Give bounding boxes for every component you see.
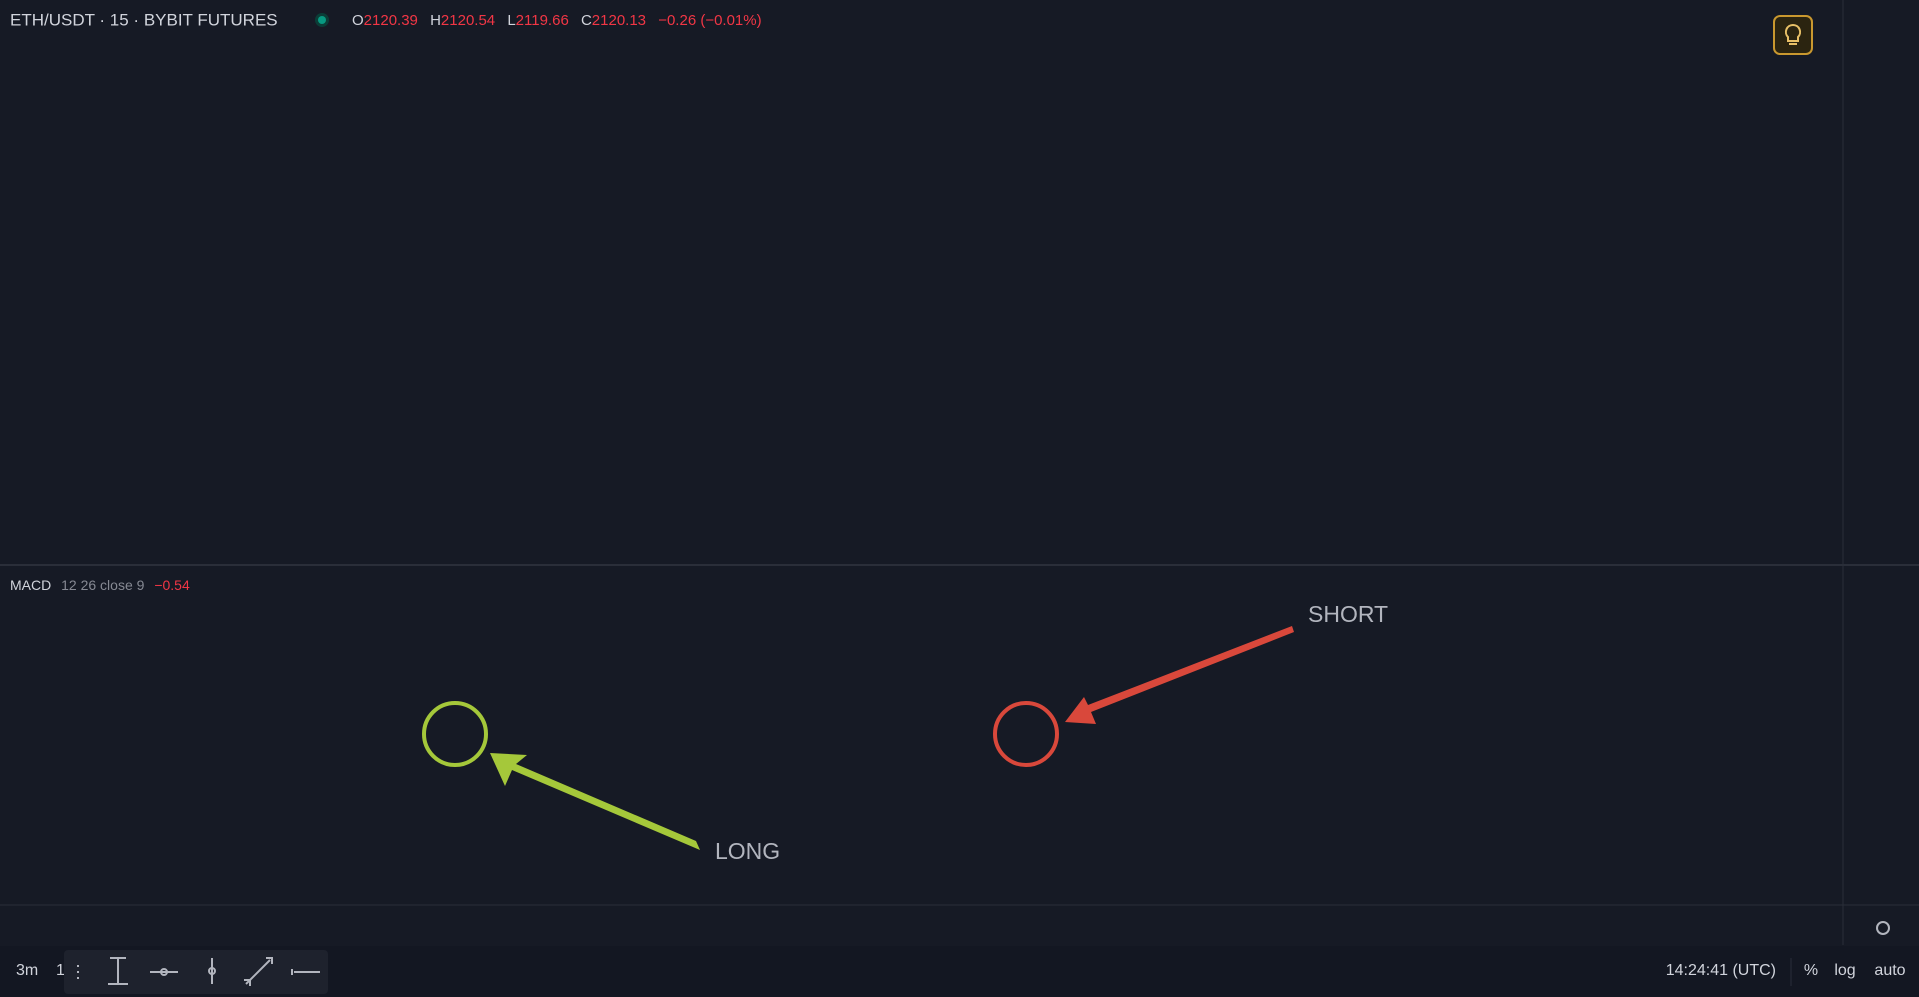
ohlc-key: C — [581, 12, 592, 29]
long-circle — [422, 701, 488, 767]
drawing-tools — [77, 957, 320, 986]
annotation: LONG — [715, 838, 780, 864]
tool-icon[interactable] — [208, 958, 217, 984]
ohlc-legend: O2120.39 H2120.54 L2119.66 C2120.13 −0.2… — [352, 12, 762, 29]
status-dot — [318, 16, 326, 24]
ohlc-change: −0.26 (−0.01%) — [658, 12, 761, 29]
tool-icon[interactable] — [244, 957, 273, 986]
interval-button[interactable]: 3m — [16, 962, 38, 979]
auto-button[interactable]: auto — [1874, 962, 1905, 979]
short-circle — [993, 701, 1059, 767]
tool-icon[interactable] — [108, 957, 128, 985]
chart-title: ETH/USDT · 15 · BYBIT FUTURES — [10, 10, 278, 29]
interval-button[interactable]: 1 — [56, 962, 65, 979]
ohlc-key: L — [507, 12, 515, 29]
price-axis-bg — [1843, 0, 1919, 945]
idea-icon — [1784, 23, 1802, 45]
ohlc-value: 2119.66 — [516, 12, 569, 29]
macd-last: −0.54 — [154, 577, 190, 593]
macd-title: MACD — [10, 577, 51, 593]
long-arrow — [490, 753, 700, 850]
short-arrow — [1065, 626, 1294, 724]
macd-params: 12 26 close 9 — [61, 577, 144, 593]
idea-button[interactable] — [1773, 15, 1813, 55]
macd-legend: MACD 12 26 close 9 −0.54 — [10, 577, 190, 593]
ohlc-value: 2120.39 — [364, 12, 418, 29]
tool-icon[interactable] — [150, 968, 178, 976]
ohlc-key: O — [352, 12, 364, 29]
drawing-toolbar — [64, 950, 328, 994]
ohlc-key: H — [430, 12, 441, 29]
percent-button[interactable]: % — [1804, 962, 1818, 979]
annotation: SHORT — [1308, 601, 1388, 627]
ohlc-value: 2120.13 — [592, 12, 646, 29]
tool-icon[interactable] — [291, 969, 320, 975]
log-button[interactable]: log — [1834, 962, 1855, 979]
ohlc-value: 2120.54 — [441, 12, 495, 29]
clock: 14:24:41 (UTC) — [1666, 962, 1776, 979]
settings-icon[interactable] — [1876, 921, 1890, 935]
